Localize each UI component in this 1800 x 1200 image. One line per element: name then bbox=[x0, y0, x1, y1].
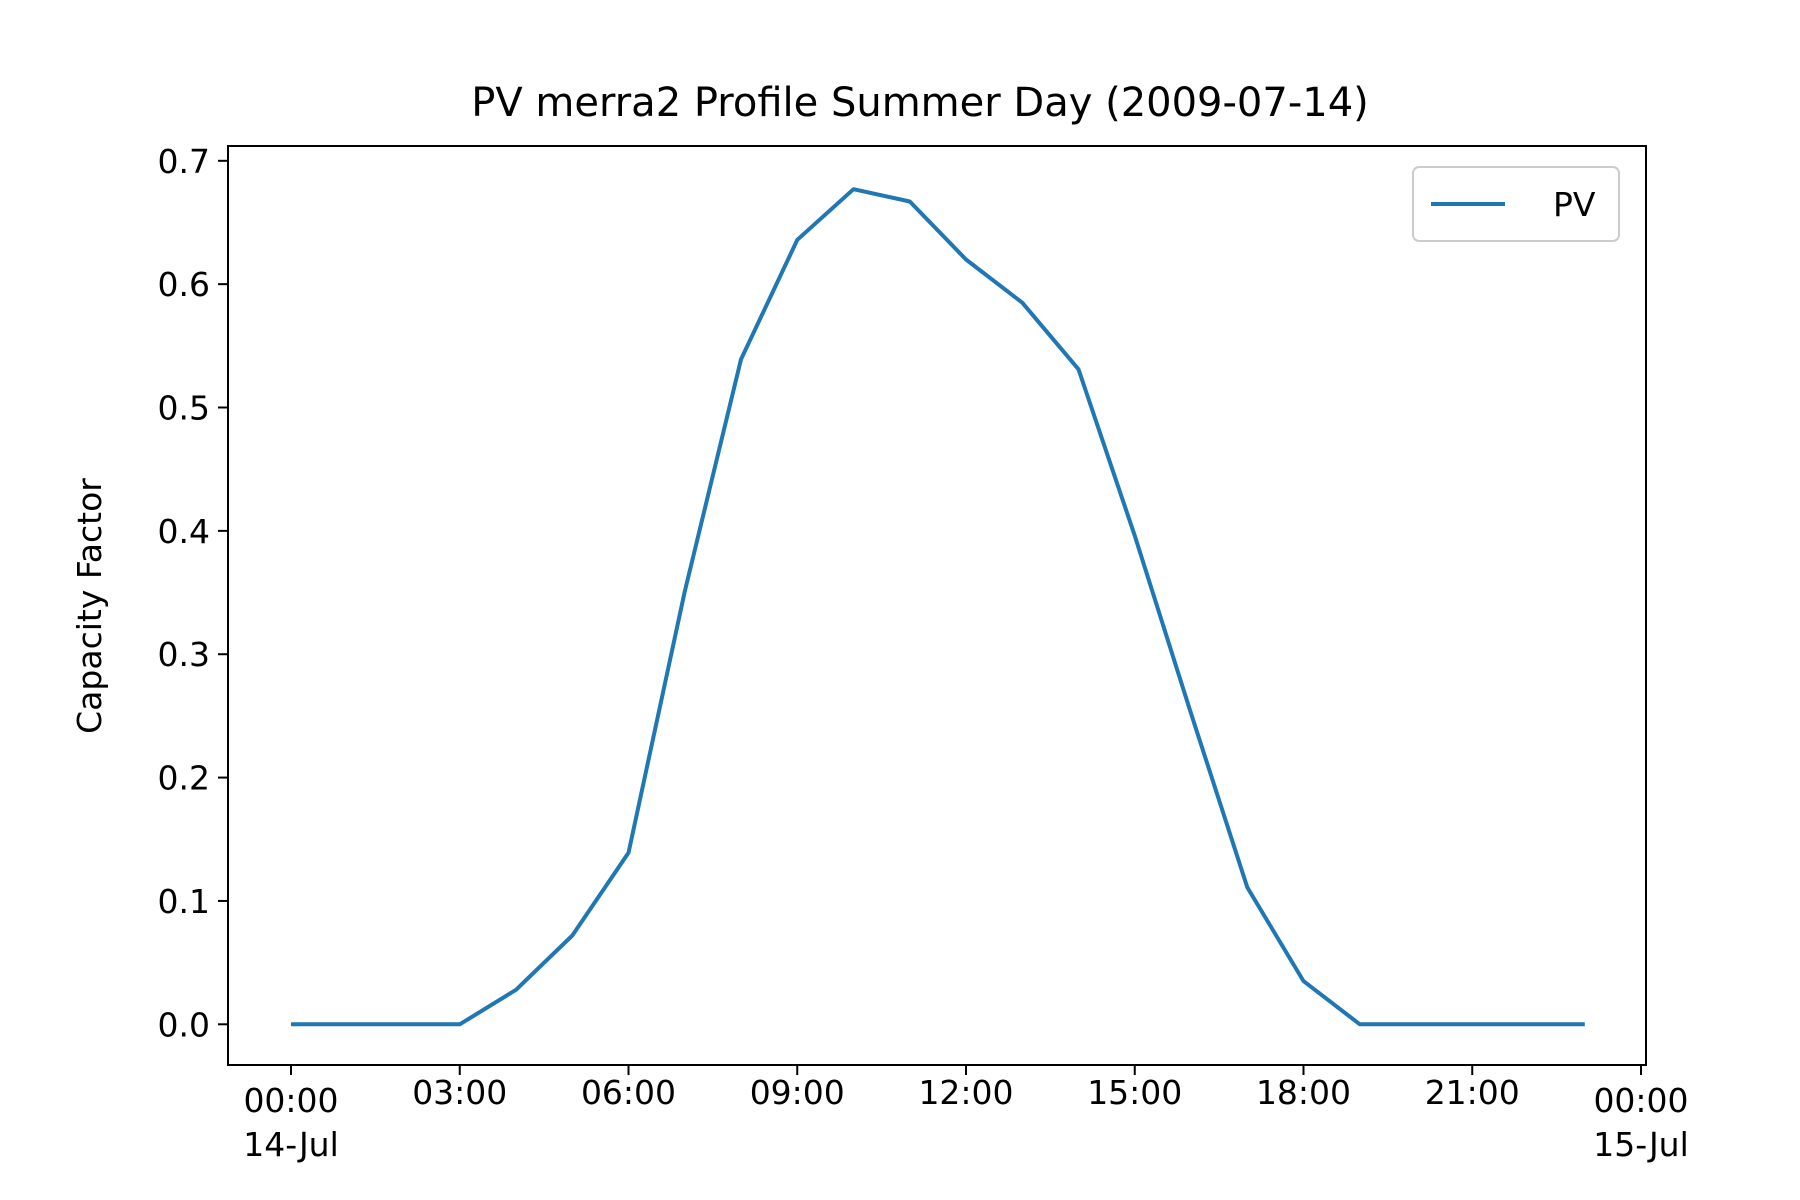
x-axis: 00:00 14-Jul 03:00 06:00 09:00 12:00 15:00 18:0… bbox=[243, 1065, 1689, 1164]
plot-frame bbox=[227, 145, 1647, 1066]
y-tick-label: 0.6 bbox=[158, 265, 210, 304]
x-tick-date-label: 15-Jul bbox=[1593, 1125, 1689, 1164]
y-tick-label: 0.3 bbox=[158, 635, 210, 674]
x-tick-label: 06:00 bbox=[581, 1073, 676, 1112]
legend-label: PV bbox=[1553, 185, 1596, 224]
x-tick-label: 09:00 bbox=[750, 1073, 845, 1112]
y-tick-label: 0.0 bbox=[158, 1005, 210, 1044]
x-tick-label: 00:00 bbox=[1593, 1081, 1688, 1120]
x-tick-label: 12:00 bbox=[918, 1073, 1013, 1112]
series-line-pv bbox=[291, 187, 1585, 1027]
y-tick-label: 0.4 bbox=[158, 512, 210, 551]
plot-area bbox=[227, 145, 1647, 1066]
y-tick-label: 0.2 bbox=[158, 759, 210, 798]
y-tick-label: 0.7 bbox=[158, 142, 210, 181]
y-tick-label: 0.5 bbox=[158, 389, 210, 428]
chart-title: PV merra2 Profile Summer Day (2009-07-14… bbox=[471, 80, 1369, 126]
x-tick-date-label: 14-Jul bbox=[243, 1125, 339, 1164]
series-layer bbox=[290, 187, 1585, 1027]
legend: PV bbox=[1412, 166, 1620, 242]
x-tick-label: 15:00 bbox=[1087, 1073, 1182, 1112]
x-tick-label: 21:00 bbox=[1425, 1073, 1520, 1112]
x-tick-label: 18:00 bbox=[1256, 1073, 1351, 1112]
x-tick-label: 00:00 bbox=[243, 1081, 338, 1120]
x-tick-label: 03:00 bbox=[412, 1073, 507, 1112]
y-axis-label: Capacity Factor bbox=[70, 478, 109, 734]
legend-box bbox=[1412, 166, 1620, 242]
y-axis: 0.0 0.1 0.2 0.3 0.4 0.5 0.6 0.7 bbox=[158, 142, 228, 1044]
y-tick-label: 0.1 bbox=[158, 882, 210, 921]
